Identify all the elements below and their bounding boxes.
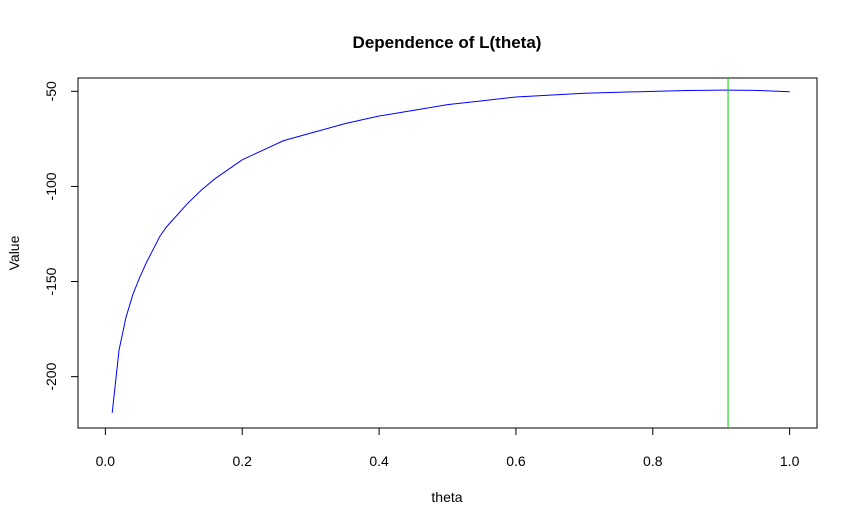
x-axis: 0.0 0.2 0.4 0.6 0.8 1.0 [96, 427, 800, 469]
chart-title: Dependence of L(theta) [353, 33, 542, 52]
x-axis-label: theta [431, 489, 462, 505]
x-tick-label: 0.4 [369, 453, 389, 469]
x-tick-label: 0.6 [506, 453, 526, 469]
x-tick-label: 0.8 [643, 453, 663, 469]
y-tick-label: -100 [43, 172, 59, 200]
y-axis: -200 -150 -100 -50 [43, 81, 79, 391]
y-tick-label: -50 [43, 81, 59, 101]
series-line [111, 89, 790, 413]
y-tick-label: -200 [43, 362, 59, 390]
plot-frame [77, 77, 818, 429]
y-tick-label: -150 [43, 267, 59, 295]
series-layer [111, 89, 790, 413]
x-tick-label: 0.2 [232, 453, 252, 469]
x-tick-label: 1.0 [780, 453, 800, 469]
x-tick-label: 0.0 [96, 453, 116, 469]
y-axis-label: Value [6, 235, 22, 270]
